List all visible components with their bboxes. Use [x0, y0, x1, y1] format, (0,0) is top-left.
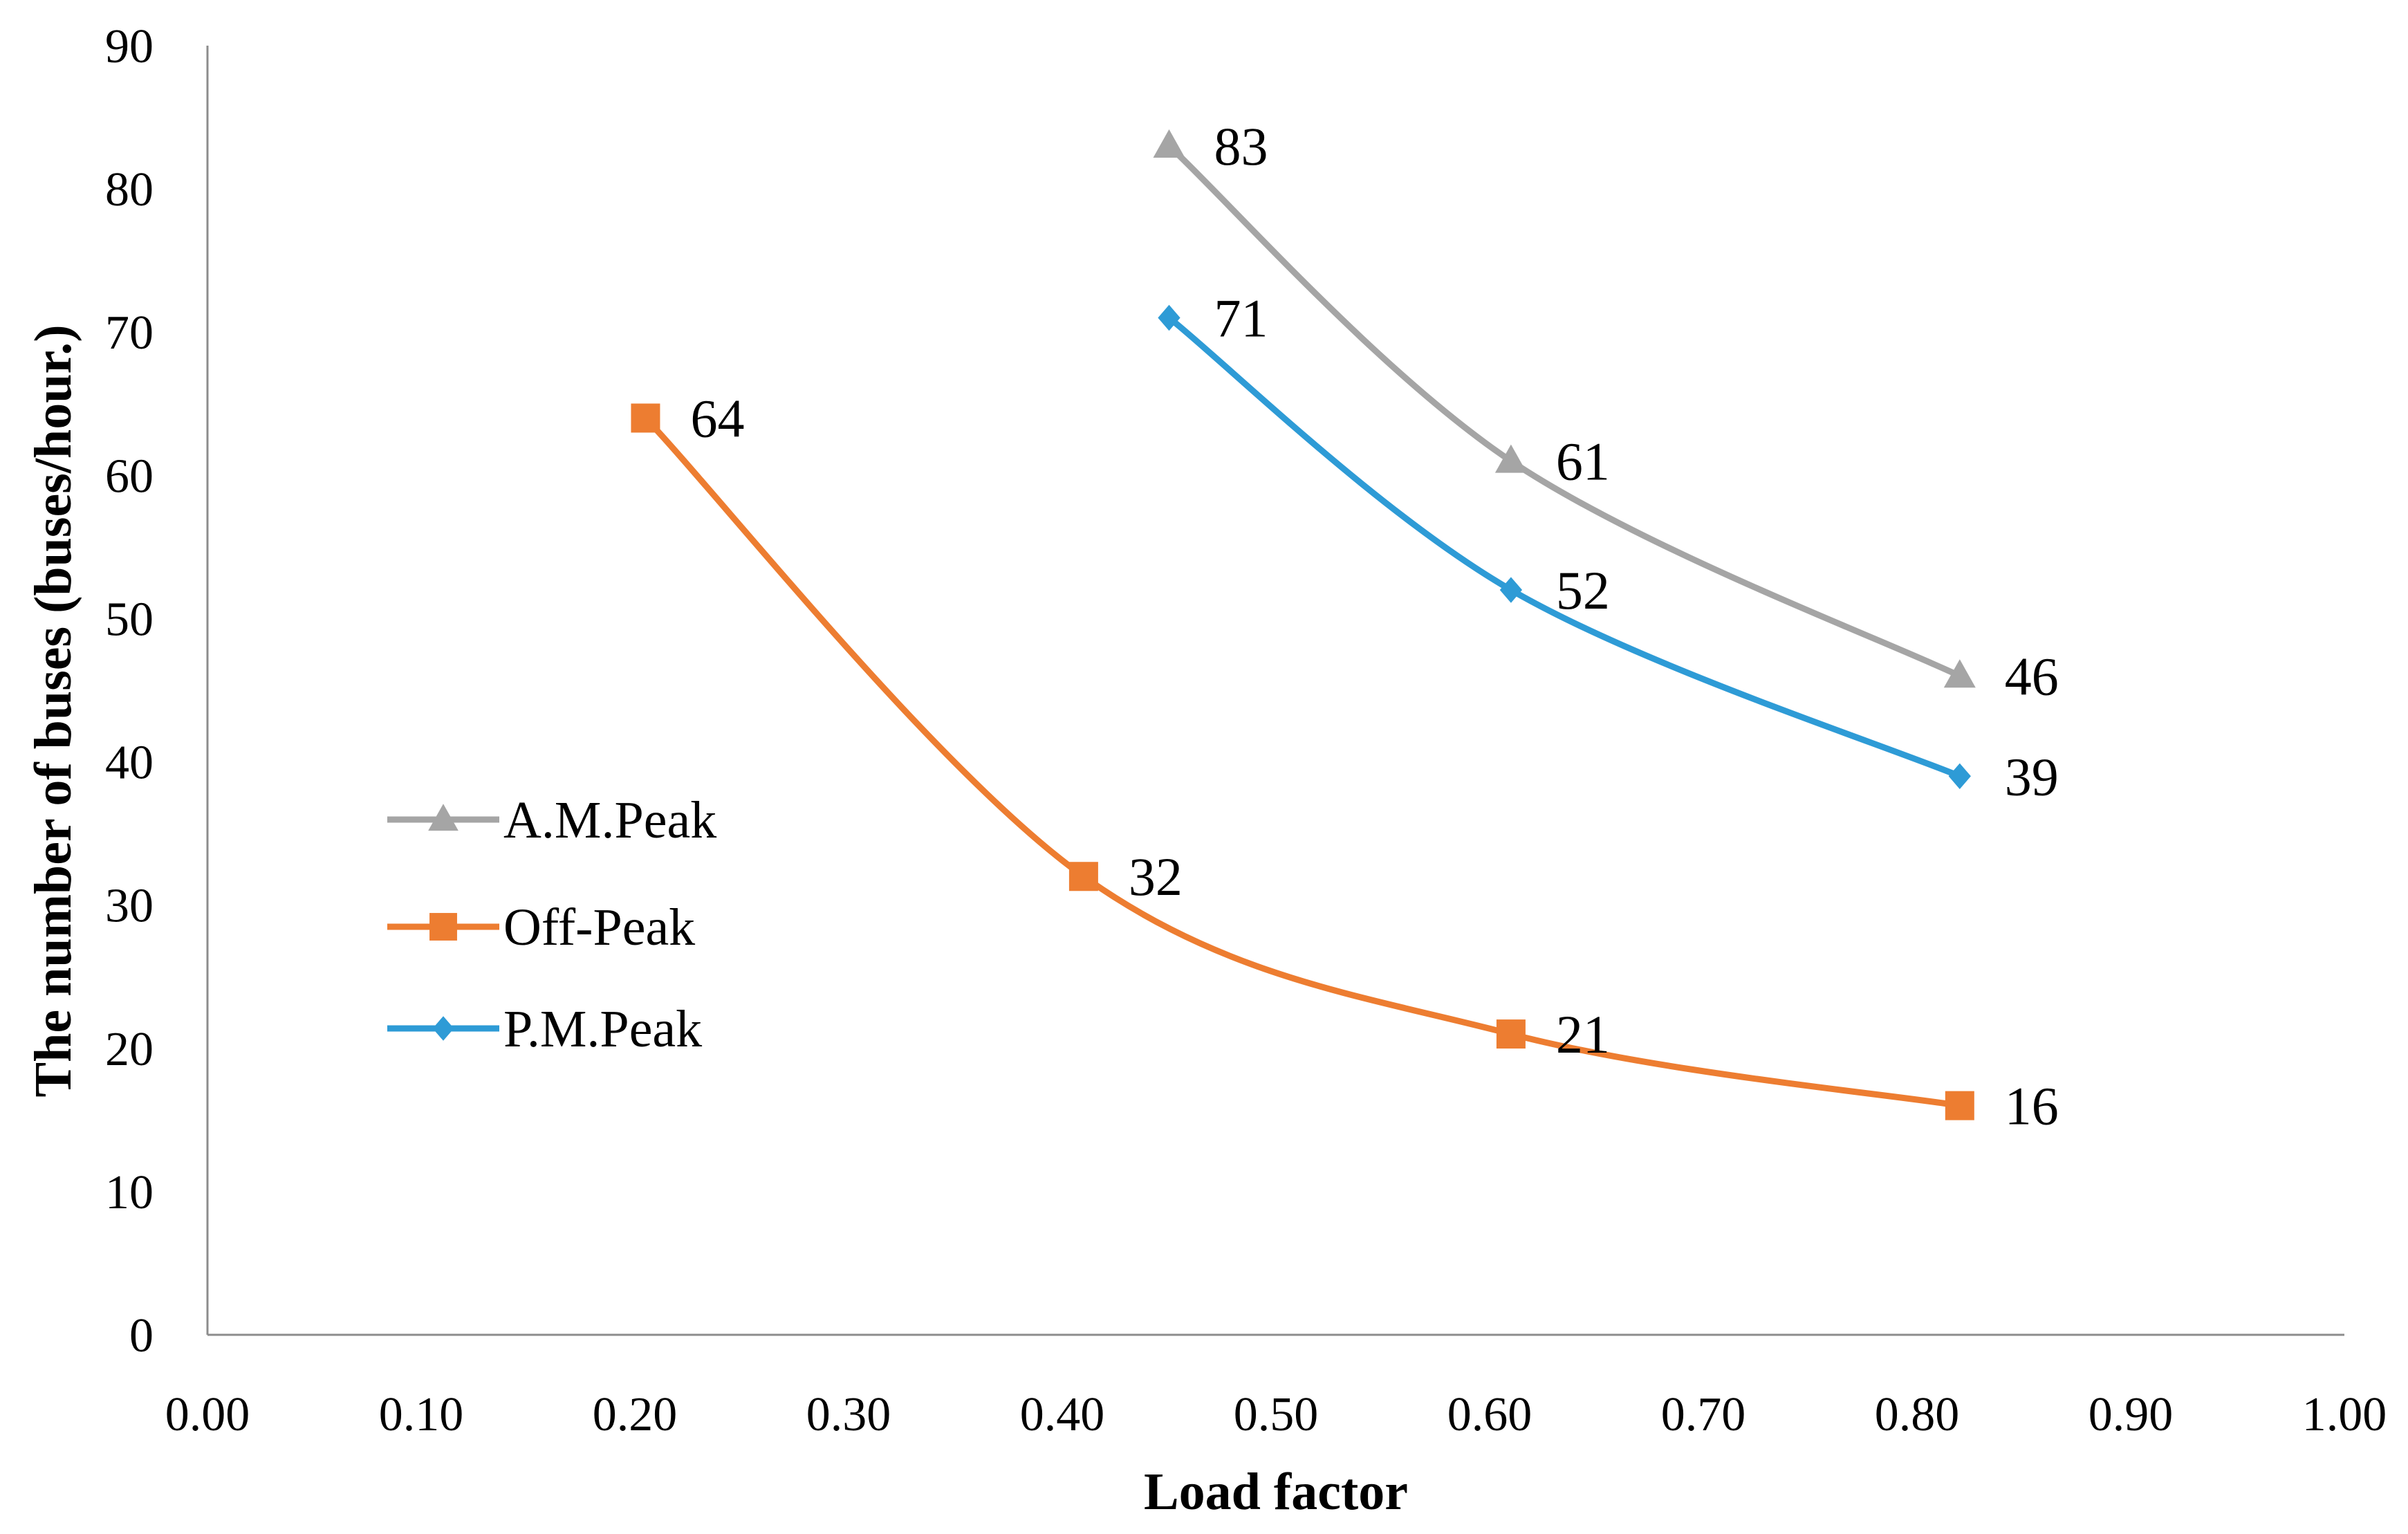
x-tick-label: 0.40 — [1020, 1388, 1105, 1441]
data-label: 21 — [1556, 1004, 1610, 1064]
data-label: 52 — [1556, 560, 1610, 620]
x-tick-label: 0.30 — [806, 1388, 891, 1441]
legend-swatch-marker — [428, 804, 459, 831]
data-label: 46 — [2005, 646, 2059, 706]
data-label: 39 — [2005, 746, 2059, 806]
x-tick-label: 0.00 — [165, 1388, 250, 1441]
legend-label: P.M.Peak — [503, 1000, 702, 1058]
x-tick-label: 0.90 — [2089, 1388, 2174, 1441]
x-tick-label: 0.60 — [1447, 1388, 1532, 1441]
axes — [206, 46, 2344, 1336]
x-axis-ticks: 0.00 0.10 0.20 0.30 0.40 0.50 0.60 0.70 0.80 0.90… — [165, 1388, 2387, 1441]
data-point-marker — [631, 403, 660, 433]
y-tick-label: 10 — [105, 1166, 154, 1219]
legend-item: A.M.Peak — [387, 791, 716, 849]
data-point-marker — [1499, 577, 1523, 603]
x-tick-label: 0.50 — [1234, 1388, 1319, 1441]
x-tick-label: 0.80 — [1875, 1388, 1960, 1441]
legend: A.M.Peak Off-Peak P.M.Peak — [387, 791, 716, 1058]
x-tick-label: 0.10 — [379, 1388, 464, 1441]
x-tick-label: 1.00 — [2302, 1388, 2387, 1441]
y-tick-label: 0 — [129, 1309, 154, 1362]
data-label: 83 — [1214, 116, 1268, 176]
x-tick-label: 0.20 — [593, 1388, 678, 1441]
legend-item: Off-Peak — [387, 898, 695, 957]
series-layer — [631, 129, 1976, 1120]
data-label: 61 — [1556, 432, 1610, 492]
data-point-marker — [1943, 659, 1976, 688]
y-tick-label: 40 — [105, 737, 154, 790]
y-tick-label: 80 — [105, 163, 154, 216]
series-p-m-peak — [1158, 304, 1971, 789]
data-label: 64 — [690, 388, 744, 448]
data-point-marker — [1153, 129, 1185, 158]
data-point-marker — [1948, 763, 1971, 789]
data-label: 71 — [1214, 288, 1268, 349]
series-line — [642, 414, 1963, 1109]
legend-swatch-marker — [429, 913, 457, 941]
data-label: 16 — [2005, 1076, 2059, 1136]
data-label: 32 — [1129, 847, 1183, 907]
y-tick-label: 60 — [105, 450, 154, 503]
data-point-marker — [1068, 862, 1098, 891]
y-tick-label: 70 — [105, 306, 154, 360]
x-axis-title: Load factor — [1144, 1463, 1408, 1521]
data-point-marker — [1494, 444, 1527, 473]
y-tick-label: 30 — [105, 880, 154, 933]
legend-label: Off-Peak — [503, 898, 695, 957]
y-axis-title: The number of buses (buses/hour.) — [24, 324, 82, 1097]
legend-item: P.M.Peak — [387, 1000, 702, 1058]
y-tick-label: 90 — [105, 20, 154, 73]
data-point-marker — [1945, 1091, 1974, 1120]
data-point-marker — [1158, 304, 1180, 331]
y-tick-label: 50 — [105, 593, 154, 646]
y-axis-ticks: 0 10 20 30 40 50 60 70 80 90 — [105, 20, 154, 1362]
data-labels: 83 61 46 64 32 21 16 71 52 39 — [690, 116, 2058, 1136]
series-a-m-peak — [1153, 129, 1976, 688]
series-off-peak — [631, 403, 1974, 1120]
legend-label: A.M.Peak — [503, 791, 716, 849]
data-point-marker — [1496, 1019, 1526, 1049]
series-line — [1166, 315, 1963, 779]
legend-swatch-marker — [432, 1016, 454, 1041]
y-tick-label: 20 — [105, 1023, 154, 1076]
x-tick-label: 0.70 — [1661, 1388, 1746, 1441]
